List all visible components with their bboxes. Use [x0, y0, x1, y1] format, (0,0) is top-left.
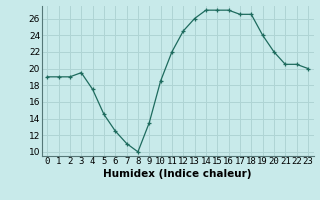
X-axis label: Humidex (Indice chaleur): Humidex (Indice chaleur)	[103, 169, 252, 179]
